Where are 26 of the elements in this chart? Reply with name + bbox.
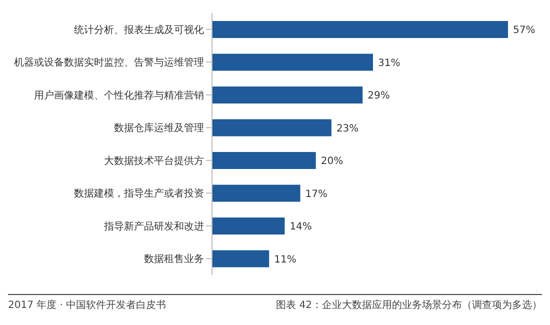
bar (212, 21, 508, 38)
data-label: 31% (378, 58, 400, 69)
y-tick-label: 数据建模，指导生产或者投资 (74, 188, 204, 200)
data-label: 17% (305, 188, 328, 200)
y-tick-label: 统计分析、报表生成及可视化 (74, 24, 204, 36)
data-label: 29% (368, 90, 390, 102)
y-tick-label: 用户画像建模、个性化推荐与精准营销 (34, 89, 204, 102)
data-label: 14% (290, 222, 312, 233)
y-tick-label: 数据租售业务 (144, 253, 204, 266)
data-label: 20% (320, 156, 344, 168)
y-tick-label: 数据仓库运维及管理 (114, 122, 204, 134)
bar (212, 152, 316, 169)
data-label: 23% (336, 123, 359, 134)
y-tick-label: 机器或设备数据实时监控、告警与运维管理 (14, 56, 204, 69)
y-tick-label: 大数据技术平台提供方 (104, 154, 204, 167)
data-label: 57% (513, 25, 536, 36)
bar (212, 86, 363, 104)
y-tick-label: 指导新产品研发和改进 (103, 220, 204, 232)
text: 2017 年度 · 中国软件开发者白皮书 (8, 298, 166, 312)
bar (212, 218, 285, 234)
text: 图表 42：企业大数据应用的业务场景分布（调查项为多选） (276, 298, 542, 312)
data-label: 11% (274, 254, 296, 266)
bar (212, 184, 300, 202)
bar (212, 119, 332, 136)
bar (212, 250, 270, 268)
bar (212, 54, 373, 71)
